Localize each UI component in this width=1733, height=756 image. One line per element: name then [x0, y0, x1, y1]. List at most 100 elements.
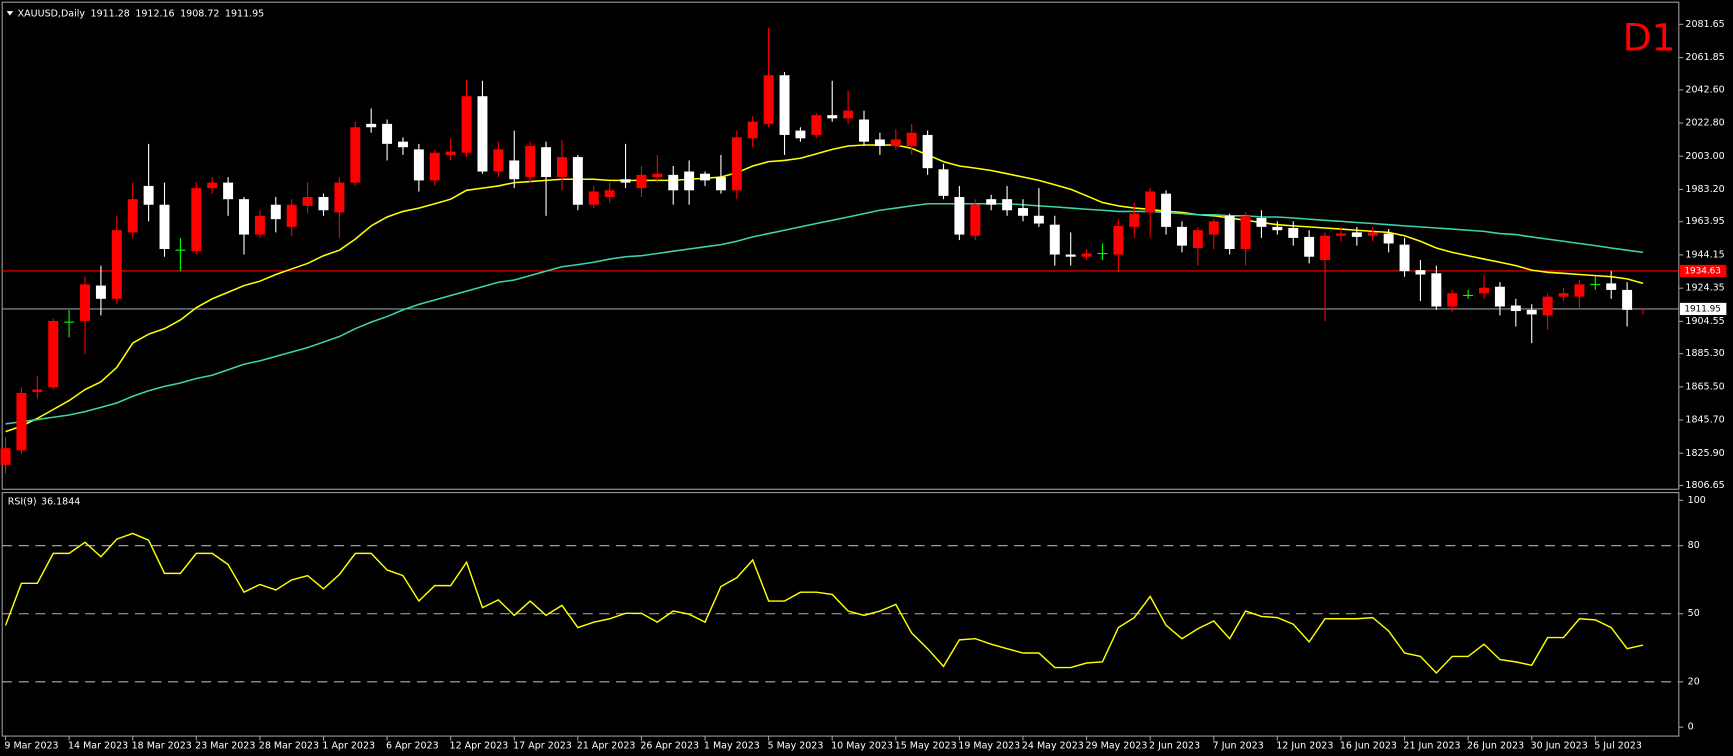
candle-body — [1033, 215, 1044, 224]
candle-body — [1335, 233, 1346, 236]
candle-body — [286, 204, 297, 227]
candle-body — [604, 190, 615, 198]
candle-body — [1542, 296, 1553, 316]
x-tick-label: 18 Mar 2023 — [132, 741, 192, 752]
rsi-value: 36.1844 — [41, 496, 80, 507]
candle-body — [1081, 253, 1092, 257]
header-close: 1911.95 — [225, 8, 264, 19]
y-tick-label: 1983.20 — [1685, 184, 1724, 195]
candle-body — [413, 149, 424, 181]
y-tick-label: 1944.15 — [1685, 249, 1724, 260]
candle-body — [1606, 283, 1617, 290]
chart-header: XAUUSD,Daily 1911.28 1912.16 1908.72 1911.95 — [18, 8, 265, 19]
x-tick-label: 1 May 2023 — [704, 741, 760, 752]
candle-body — [223, 182, 234, 200]
x-tick-label: 10 May 2023 — [831, 741, 893, 752]
candle-body — [1415, 270, 1426, 275]
candle-body — [1367, 232, 1378, 236]
y-tick-label: 2003.00 — [1685, 151, 1724, 162]
candle-body — [1272, 226, 1283, 231]
moving-average — [5, 202, 1644, 425]
candle-body — [700, 173, 711, 181]
candle-body — [588, 191, 599, 205]
y-tick-label: 1865.50 — [1685, 381, 1724, 392]
candle-body — [254, 215, 265, 235]
candle-body — [890, 139, 901, 147]
candle-body — [986, 199, 997, 205]
price-line-tag — [1679, 264, 1727, 278]
symbol-menu-arrow[interactable] — [6, 11, 14, 16]
x-tick-label: 14 Mar 2023 — [68, 741, 128, 752]
x-tick-label: 21 Jun 2023 — [1403, 741, 1460, 752]
header-low: 1908.72 — [180, 8, 219, 19]
candle-body — [16, 392, 27, 451]
x-tick-label: 12 Jun 2023 — [1276, 741, 1333, 752]
candle-body — [1208, 221, 1219, 235]
x-tick-label: 29 May 2023 — [1085, 741, 1147, 752]
x-tick-label: 21 Apr 2023 — [577, 741, 636, 752]
candle-body — [1224, 215, 1235, 249]
price-line-label: 1934.63 — [1684, 266, 1721, 276]
x-tick-label: 2 Jun 2023 — [1149, 741, 1200, 752]
timeframe-label: D1 — [1623, 15, 1676, 59]
candle-body — [652, 173, 663, 178]
x-tick-label: 9 Mar 2023 — [4, 741, 58, 752]
bid-label: 1911.95 — [1684, 304, 1721, 314]
candle-body — [318, 197, 329, 211]
candle-body — [1526, 309, 1537, 315]
y-tick-label: 1885.30 — [1685, 348, 1724, 359]
candle-body — [143, 185, 154, 205]
candle-body — [127, 199, 138, 233]
moving-average — [5, 144, 1644, 433]
x-tick-label: 6 Apr 2023 — [386, 741, 439, 752]
candle-body — [1638, 308, 1648, 311]
candle-body — [80, 284, 90, 321]
y-tick-label: 1825.90 — [1685, 448, 1724, 459]
candle-body — [1558, 293, 1569, 297]
candle-body — [493, 149, 504, 172]
symbol: XAUUSD,Daily — [18, 8, 86, 19]
candle-body — [95, 285, 106, 299]
rsi-tick-label: 50 — [1688, 608, 1700, 619]
rsi-name: RSI(9) — [8, 496, 37, 507]
candle-body — [1240, 215, 1251, 249]
x-tick-label: 26 Apr 2023 — [640, 741, 699, 752]
candle-body — [906, 132, 917, 147]
candle-body — [429, 152, 440, 181]
candle-body — [382, 123, 393, 144]
candle-body — [541, 147, 552, 178]
candle-body — [1447, 293, 1458, 307]
candle-body — [32, 389, 43, 392]
candle-body — [239, 199, 249, 235]
candle-body — [970, 204, 981, 236]
x-tick-label: 5 Jul 2023 — [1594, 741, 1642, 752]
candle-body — [1113, 225, 1124, 255]
x-tick-label: 5 May 2023 — [768, 741, 824, 752]
candle-body — [922, 134, 933, 169]
candle-body — [668, 174, 679, 191]
candle-body — [48, 320, 59, 388]
candle-body — [1320, 235, 1331, 261]
candle-body — [715, 177, 726, 191]
candle-body — [397, 141, 408, 148]
x-tick-label: 15 May 2023 — [895, 741, 957, 752]
candle-body — [0, 448, 11, 465]
candle-body — [684, 171, 695, 191]
y-tick-label: 1924.35 — [1685, 283, 1724, 294]
candle-body — [1288, 228, 1299, 238]
candle-body — [1256, 217, 1267, 227]
candle-body — [795, 130, 806, 139]
candle-body — [350, 127, 361, 183]
candle-body — [954, 197, 965, 235]
y-tick-label: 1963.95 — [1685, 216, 1724, 227]
candle-body — [1510, 305, 1521, 312]
main-panel-frame — [1, 1, 1680, 490]
rsi-panel-frame — [1, 492, 1680, 737]
candle-body — [1479, 287, 1490, 294]
rsi-tick-label: 80 — [1688, 540, 1700, 551]
rsi-tick-label: 100 — [1688, 495, 1706, 506]
y-tick-label: 1845.70 — [1685, 415, 1724, 426]
